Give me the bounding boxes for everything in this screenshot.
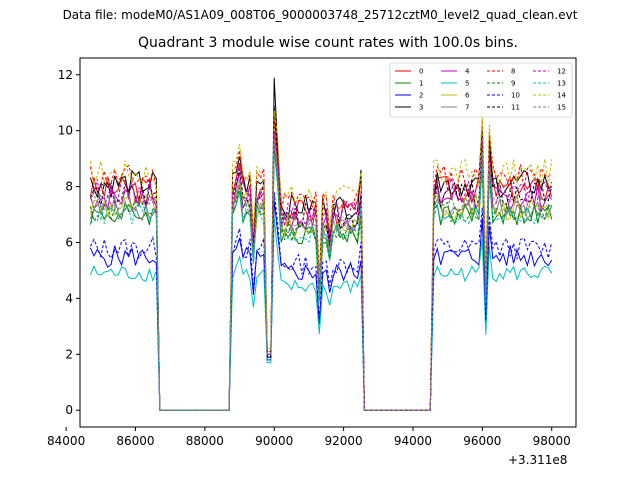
x-tick-label: 90000 bbox=[255, 434, 293, 448]
x-tick-label: 92000 bbox=[325, 434, 363, 448]
legend-label-2: 2 bbox=[419, 92, 423, 100]
y-tick-label: 2 bbox=[65, 347, 73, 361]
y-tick-label: 0 bbox=[65, 403, 73, 417]
legend-label-1: 1 bbox=[419, 80, 423, 88]
legend-label-0: 0 bbox=[419, 68, 423, 76]
y-axis: 0 2 4 6 8 10 12 bbox=[58, 68, 80, 417]
x-tick-label: 96000 bbox=[463, 434, 501, 448]
legend-label-5: 5 bbox=[465, 80, 469, 88]
x-tick-label: 88000 bbox=[186, 434, 224, 448]
legend-label-3: 3 bbox=[419, 104, 423, 112]
legend-label-6: 6 bbox=[465, 92, 470, 100]
x-tick-label: 98000 bbox=[533, 434, 571, 448]
x-tick-label: 84000 bbox=[47, 434, 85, 448]
legend-label-10: 10 bbox=[511, 92, 520, 100]
x-tick-label: 86000 bbox=[116, 434, 154, 448]
series-line-14 bbox=[89, 111, 553, 411]
y-tick-label: 4 bbox=[65, 291, 73, 305]
series-line-15 bbox=[90, 141, 553, 411]
y-tick-label: 8 bbox=[65, 180, 73, 194]
x-tick-label: 94000 bbox=[394, 434, 432, 448]
legend-label-9: 9 bbox=[511, 80, 515, 88]
legend-label-8: 8 bbox=[511, 68, 515, 76]
series-lines bbox=[89, 77, 553, 411]
data-file-title: Data file: modeM0/AS1A09_008T06_90000037… bbox=[62, 8, 578, 22]
legend-box bbox=[389, 62, 573, 118]
x-axis-offset-label: +3.311e8 bbox=[508, 453, 568, 467]
legend-label-11: 11 bbox=[511, 104, 520, 112]
legend-label-13: 13 bbox=[557, 80, 566, 88]
legend-label-15: 15 bbox=[557, 104, 566, 112]
y-tick-label: 6 bbox=[65, 236, 73, 250]
legend-label-14: 14 bbox=[557, 92, 566, 100]
y-tick-label: 12 bbox=[58, 68, 73, 82]
x-axis: 84000 86000 88000 90000 92000 94000 96000 98000 bbox=[47, 427, 571, 448]
legend-label-12: 12 bbox=[557, 68, 566, 76]
legend-label-7: 7 bbox=[465, 104, 469, 112]
legend-label-4: 4 bbox=[465, 68, 470, 76]
y-tick-label: 10 bbox=[58, 124, 73, 138]
chart-title: Quadrant 3 module wise count rates with … bbox=[138, 35, 518, 51]
